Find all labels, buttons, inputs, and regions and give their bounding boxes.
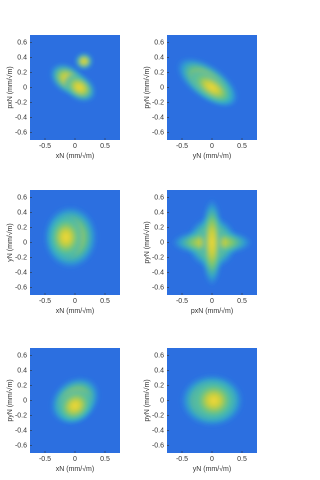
heatmap xyxy=(30,35,120,140)
heatmap xyxy=(167,348,257,453)
y-tick-label: 0.6 xyxy=(17,352,27,359)
y-tick-label: 0.4 xyxy=(17,54,27,61)
y-axis-label: pyN (mm/√m) xyxy=(143,221,151,263)
y-tick-label: -0.6 xyxy=(15,129,27,136)
y-tick-label: 0 xyxy=(23,397,27,404)
y-tick-label: 0.2 xyxy=(154,224,164,231)
y-tick-label: -0.6 xyxy=(15,284,27,291)
heatmap-blob xyxy=(48,214,84,261)
y-tick-label: 0.2 xyxy=(154,69,164,76)
x-tick-label: 0 xyxy=(210,143,214,150)
x-tick-label: -0.5 xyxy=(39,298,51,305)
x-axis-label: xN (mm/√m) xyxy=(56,152,94,160)
y-tick-label: 0.6 xyxy=(154,39,164,46)
heatmap-blob xyxy=(63,72,96,103)
panel: -0.5 0 0.5 -0.6 -0.4 -0.2 0 0.2 0.4 0.6 yN (mm/√m)… xyxy=(143,348,257,473)
x-tick-label: 0.5 xyxy=(237,143,247,150)
heatmap xyxy=(167,35,257,140)
y-tick-label: 0.2 xyxy=(17,69,27,76)
x-axis-label: pxN (mm/√m) xyxy=(191,307,233,315)
x-tick-label: 0 xyxy=(73,456,77,463)
panel: -0.5 0 0.5 -0.6 -0.4 -0.2 0 0.2 0.4 0.6 xN (mm/√m)… xyxy=(6,348,120,473)
y-axis-label: pyN (mm/√m) xyxy=(6,379,14,421)
x-tick-label: -0.5 xyxy=(176,298,188,305)
panel: -0.5 0 0.5 -0.6 -0.4 -0.2 0 0.2 0.4 0.6 xN (mm/√m)… xyxy=(6,35,120,160)
y-tick-label: -0.2 xyxy=(152,412,164,419)
heatmap xyxy=(167,190,257,295)
x-tick-label: 0 xyxy=(210,298,214,305)
y-tick-label: -0.6 xyxy=(152,284,164,291)
y-tick-label: 0 xyxy=(23,239,27,246)
x-axis-label: xN (mm/√m) xyxy=(56,465,94,473)
x-tick-label: -0.5 xyxy=(176,143,188,150)
x-tick-label: 0.5 xyxy=(100,143,110,150)
x-tick-label: 0.5 xyxy=(100,456,110,463)
y-tick-label: 0.2 xyxy=(17,224,27,231)
y-tick-label: 0 xyxy=(160,397,164,404)
heatmap-blob xyxy=(75,52,93,70)
y-axis-label: pyN (mm/√m) xyxy=(143,66,151,108)
y-tick-label: -0.2 xyxy=(152,254,164,261)
heatmap-blob xyxy=(188,68,236,107)
y-axis-label: pyN (mm/√m) xyxy=(143,379,151,421)
y-tick-label: -0.4 xyxy=(15,427,27,434)
y-tick-label: -0.4 xyxy=(152,427,164,434)
y-tick-label: 0.6 xyxy=(154,352,164,359)
heatmap-blob xyxy=(191,379,237,422)
y-tick-label: 0.4 xyxy=(17,367,27,374)
y-tick-label: -0.2 xyxy=(15,254,27,261)
y-tick-label: 0.4 xyxy=(17,209,27,216)
y-tick-label: 0.6 xyxy=(154,194,164,201)
y-tick-label: 0.6 xyxy=(17,194,27,201)
heatmap xyxy=(30,190,120,295)
y-tick-label: 0.6 xyxy=(17,39,27,46)
x-tick-label: 0.5 xyxy=(100,298,110,305)
panel: -0.5 0 0.5 -0.6 -0.4 -0.2 0 0.2 0.4 0.6 pxN (mm/√m… xyxy=(143,190,257,315)
y-tick-label: -0.2 xyxy=(15,412,27,419)
y-tick-label: -0.4 xyxy=(152,269,164,276)
y-tick-label: 0 xyxy=(160,239,164,246)
y-axis-label: yN (mm/√m) xyxy=(6,223,14,261)
y-tick-label: 0 xyxy=(23,84,27,91)
y-tick-label: 0.2 xyxy=(154,382,164,389)
y-tick-label: -0.4 xyxy=(152,114,164,121)
panel: -0.5 0 0.5 -0.6 -0.4 -0.2 0 0.2 0.4 0.6 yN (mm/√m)… xyxy=(143,35,257,160)
x-tick-label: 0 xyxy=(210,456,214,463)
y-tick-label: 0.4 xyxy=(154,367,164,374)
x-axis-label: xN (mm/√m) xyxy=(56,307,94,315)
panel: -0.5 0 0.5 -0.6 -0.4 -0.2 0 0.2 0.4 0.6 xN (mm/√m)… xyxy=(6,190,120,315)
y-tick-label: -0.2 xyxy=(15,99,27,106)
x-tick-label: 0 xyxy=(73,298,77,305)
y-tick-label: -0.6 xyxy=(152,129,164,136)
x-tick-label: 0.5 xyxy=(237,456,247,463)
x-axis-label: yN (mm/√m) xyxy=(193,152,231,160)
x-tick-label: 0 xyxy=(73,143,77,150)
x-tick-label: -0.5 xyxy=(39,143,51,150)
y-tick-label: -0.6 xyxy=(152,442,164,449)
y-axis-label: pxN (mm/√m) xyxy=(6,66,14,108)
y-tick-label: -0.6 xyxy=(15,442,27,449)
heatmap-blob xyxy=(56,387,94,424)
heatmap-blob xyxy=(201,198,223,287)
y-tick-label: 0 xyxy=(160,84,164,91)
y-tick-label: -0.2 xyxy=(152,99,164,106)
y-tick-label: 0.4 xyxy=(154,209,164,216)
x-tick-label: -0.5 xyxy=(39,456,51,463)
figure: -0.5 0 0.5 -0.6 -0.4 -0.2 0 0.2 0.4 0.6 xN (mm/√m)… xyxy=(6,35,257,473)
x-tick-label: -0.5 xyxy=(176,456,188,463)
x-axis-label: yN (mm/√m) xyxy=(193,465,231,473)
y-tick-label: -0.4 xyxy=(15,114,27,121)
y-tick-label: -0.4 xyxy=(15,269,27,276)
x-tick-label: 0.5 xyxy=(237,298,247,305)
y-tick-label: 0.4 xyxy=(154,54,164,61)
heatmap xyxy=(30,348,120,453)
y-tick-label: 0.2 xyxy=(17,382,27,389)
